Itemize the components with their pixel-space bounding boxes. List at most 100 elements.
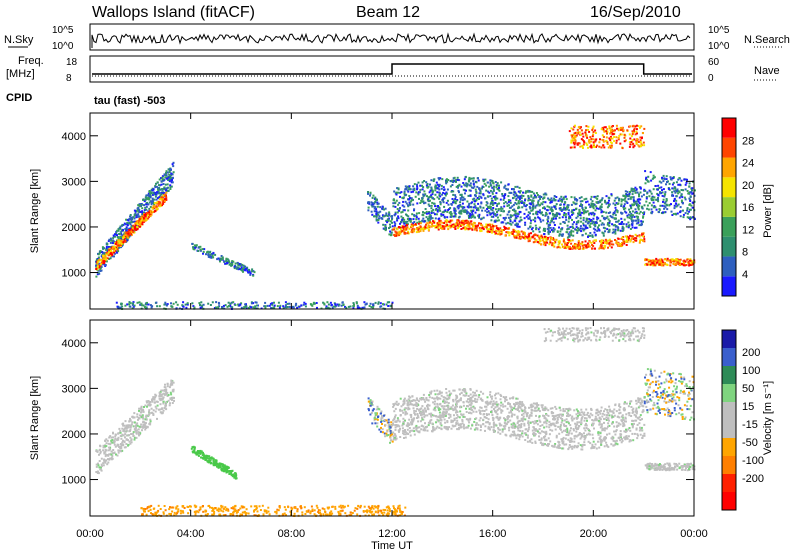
echo-cell xyxy=(513,230,516,233)
echo-cell xyxy=(518,231,521,234)
echo-cell xyxy=(145,415,148,418)
echo-cell xyxy=(381,214,384,217)
echo-cell xyxy=(149,206,152,208)
echo-cell xyxy=(647,208,650,211)
echo-cell xyxy=(468,226,471,229)
echo-cell xyxy=(554,217,557,220)
echo-cell xyxy=(149,195,152,198)
echo-cell xyxy=(138,409,140,412)
echo-cell xyxy=(600,199,603,202)
echo-cell xyxy=(425,210,428,213)
echo-cell xyxy=(161,389,164,392)
echo-cell xyxy=(567,227,570,230)
echo-cell xyxy=(240,302,243,305)
echo-cell xyxy=(452,223,455,226)
echo-cell xyxy=(579,133,582,136)
echo-cell xyxy=(608,137,611,140)
echo-cell xyxy=(656,261,659,264)
echo-cell xyxy=(482,228,485,231)
echo-cell xyxy=(677,192,680,195)
echo-cell xyxy=(367,191,369,193)
echo-cell xyxy=(534,196,537,199)
echo-cell xyxy=(636,198,639,201)
echo-cell xyxy=(424,208,427,210)
echo-cell xyxy=(610,216,613,218)
echo-cell xyxy=(370,210,373,213)
echo-cell xyxy=(629,143,632,146)
echo-cell xyxy=(227,259,230,262)
echo-cell xyxy=(613,210,616,213)
echo-cell xyxy=(153,210,156,213)
echo-cell xyxy=(548,224,551,226)
echo-cell xyxy=(615,136,618,139)
echo-cell xyxy=(615,202,618,205)
echo-cell xyxy=(553,197,556,200)
echo-cell xyxy=(95,275,98,278)
echo-cell xyxy=(591,244,594,246)
echo-cell xyxy=(158,305,161,308)
echo-cell xyxy=(326,301,329,304)
echo-cell xyxy=(688,197,691,200)
echo-cell xyxy=(588,141,591,144)
echo-cell xyxy=(222,304,225,307)
echo-cell xyxy=(136,221,139,224)
echo-cell xyxy=(573,132,576,135)
echo-cell xyxy=(515,212,518,215)
echo-cell xyxy=(604,238,607,241)
echo-cell xyxy=(615,141,618,144)
echo-cell xyxy=(477,214,480,217)
echo-cell xyxy=(626,216,629,219)
echo-cell xyxy=(148,412,151,415)
echo-cell xyxy=(616,127,618,130)
echo-cell xyxy=(568,209,570,212)
echo-cell xyxy=(527,240,530,243)
echo-cell xyxy=(585,226,588,229)
echo-cell xyxy=(579,200,582,203)
echo-cell xyxy=(664,258,667,260)
echo-cell xyxy=(106,439,109,442)
echo-cell xyxy=(453,209,456,212)
echo-cell xyxy=(449,221,452,224)
echo-cell xyxy=(682,264,685,267)
echo-cell xyxy=(496,216,499,219)
echo-cell xyxy=(368,305,371,307)
echo-cell xyxy=(504,201,507,203)
echo-cell xyxy=(531,199,534,202)
echo-cell xyxy=(547,223,550,226)
y-tick-label: 2000 xyxy=(62,222,86,234)
echo-cell xyxy=(614,239,616,241)
echo-cell xyxy=(515,198,518,200)
echo-cell xyxy=(218,258,221,261)
echo-cell xyxy=(199,248,202,251)
echo-cell xyxy=(133,304,136,307)
echo-cell xyxy=(689,200,692,202)
echo-cell xyxy=(589,198,592,201)
echo-cell xyxy=(433,198,436,201)
echo-cell xyxy=(509,220,512,222)
echo-cell xyxy=(459,201,462,204)
echo-cell xyxy=(516,212,519,215)
echo-cell xyxy=(99,250,102,253)
echo-cell xyxy=(119,239,122,242)
echo-cell xyxy=(113,255,115,258)
echo-cell xyxy=(432,211,435,214)
echo-cell xyxy=(686,212,689,215)
echo-cell xyxy=(108,458,111,461)
echo-cell xyxy=(574,203,577,206)
echo-cell xyxy=(590,241,593,244)
echo-cell xyxy=(593,195,596,198)
echo-cell xyxy=(244,265,247,268)
echo-cell xyxy=(450,225,453,228)
echo-cell xyxy=(154,396,157,399)
echo-cell xyxy=(163,407,166,409)
echo-cell xyxy=(376,203,379,205)
echo-cell xyxy=(454,215,457,218)
echo-cell xyxy=(528,205,531,208)
echo-cell xyxy=(220,258,223,261)
echo-cell xyxy=(419,188,422,191)
echo-cell xyxy=(484,178,487,181)
echo-cell xyxy=(411,231,414,234)
echo-cell xyxy=(683,196,686,199)
echo-cell xyxy=(124,420,127,423)
echo-cell xyxy=(585,201,587,204)
